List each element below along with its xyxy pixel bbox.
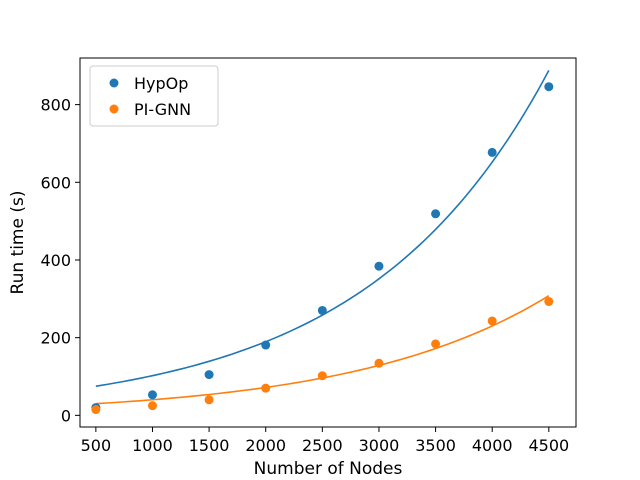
y-tick-label: 0 [61,406,71,425]
x-tick-label: 2500 [302,436,343,455]
x-tick-label: 1000 [132,436,173,455]
x-tick-label: 4000 [472,436,513,455]
data-point-hypop [147,390,157,400]
data-point-pi-gnn [431,339,441,349]
legend: HypOp PI-GNN [89,65,219,127]
x-tick-label: 1500 [189,436,230,455]
data-point-pi-gnn [317,371,327,381]
legend-marker [109,104,119,114]
data-point-hypop [544,82,554,92]
data-point-pi-gnn [147,401,157,411]
data-point-pi-gnn [544,297,554,307]
data-point-pi-gnn [261,383,271,393]
data-point-hypop [374,261,384,271]
x-tick-label: 2000 [245,436,286,455]
plot-area [91,70,554,415]
y-axis-label: Run time (s) [8,191,28,295]
x-tick-label: 3000 [359,436,400,455]
y-tick-label: 200 [40,329,71,348]
data-point-hypop [431,209,441,219]
legend-label: HypOp [134,74,188,93]
plot-frame [79,57,577,428]
data-point-hypop [204,370,214,380]
x-axis: 500 1000 1500 2000 2500 3000 3500 4000 4500 [81,427,569,455]
y-axis: 0 200 400 600 800 [40,96,80,425]
data-point-pi-gnn [374,358,384,368]
data-point-hypop [317,305,327,315]
data-point-hypop [487,147,497,157]
legend-box [89,65,219,127]
y-tick-label: 600 [40,173,71,192]
data-point-pi-gnn [91,405,101,415]
legend-label: PI-GNN [134,100,191,119]
fit-line-hypop [95,70,550,388]
x-tick-label: 500 [81,436,112,455]
data-point-pi-gnn [204,395,214,405]
y-tick-label: 800 [40,96,71,115]
y-tick-label: 400 [40,251,71,270]
data-point-pi-gnn [487,316,497,326]
legend-marker [109,78,119,88]
x-tick-label: 3500 [415,436,456,455]
data-point-hypop [261,340,271,350]
x-tick-label: 4500 [528,436,569,455]
x-axis-label: Number of Nodes [254,459,403,479]
